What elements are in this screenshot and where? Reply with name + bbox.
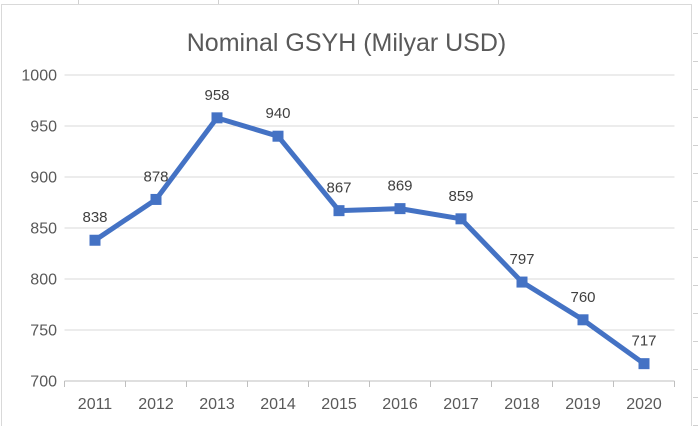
x-axis-label-2013: 2013 <box>199 396 235 413</box>
x-axis-label-2017: 2017 <box>443 396 479 413</box>
y-axis-label-750: 750 <box>30 323 57 340</box>
data-label-2020: 717 <box>631 333 656 350</box>
x-axis-label-2018: 2018 <box>504 396 540 413</box>
y-axis-label-700: 700 <box>30 374 57 391</box>
data-label-2016: 869 <box>387 178 412 195</box>
data-label-2012: 878 <box>143 168 168 185</box>
data-point-marker-2019 <box>577 314 589 326</box>
x-axis-label-2020: 2020 <box>626 396 662 413</box>
data-label-2017: 859 <box>448 188 473 205</box>
data-point-marker-2015 <box>333 205 345 217</box>
data-label-2018: 797 <box>509 251 534 268</box>
y-axis-label-900: 900 <box>30 170 57 187</box>
x-axis-label-2019: 2019 <box>565 396 601 413</box>
data-point-marker-2011 <box>89 234 101 246</box>
data-point-marker-2017 <box>455 213 467 225</box>
chart-title: Nominal GSYH (Milyar USD) <box>186 29 507 57</box>
data-series-line <box>92 115 647 367</box>
excel-chart-object[interactable]: Nominal GSYH (Milyar USD) <box>1 4 692 426</box>
data-point-marker-2016 <box>394 203 406 215</box>
data-label-2019: 760 <box>570 289 595 306</box>
data-point-marker-2012 <box>150 193 162 205</box>
data-label-2014: 940 <box>265 105 290 122</box>
x-axis-label-2014: 2014 <box>260 396 296 413</box>
x-axis-label-2011: 2011 <box>78 396 113 413</box>
x-axis-label-2016: 2016 <box>382 396 418 413</box>
data-label-2011: 838 <box>82 209 107 226</box>
data-point-marker-2014 <box>272 130 284 142</box>
data-point-marker-2020 <box>638 358 650 370</box>
data-label-2013: 958 <box>204 87 229 104</box>
data-label-2015: 867 <box>326 180 351 197</box>
spreadsheet-right-sliver <box>693 0 698 426</box>
x-axis-label-2015: 2015 <box>321 396 357 413</box>
y-axis-label-850: 850 <box>30 221 57 238</box>
y-axis-label-1000: 1000 <box>21 68 57 85</box>
y-axis-label-950: 950 <box>30 119 57 136</box>
data-point-marker-2018 <box>516 276 528 288</box>
data-point-marker-2013 <box>211 112 223 124</box>
spreadsheet-top-sliver <box>0 0 698 4</box>
y-axis-label-800: 800 <box>30 272 57 289</box>
x-axis-label-2012: 2012 <box>138 396 174 413</box>
